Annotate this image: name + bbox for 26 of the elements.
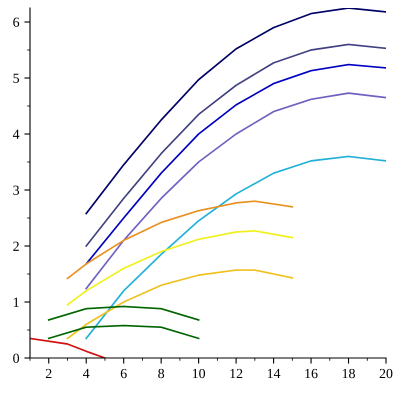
x-tick-label: 4: [83, 368, 90, 378]
line-series: [66, 269, 294, 340]
y-tick-label: 1: [14, 298, 19, 307]
line-series: [30, 338, 106, 358]
y-tick-label: 3: [13, 186, 20, 195]
line-series: [85, 156, 386, 340]
line-series: [85, 64, 386, 265]
x-tick-label: 12: [230, 368, 242, 378]
y-tick-label: 2: [13, 242, 19, 251]
x-tick-label: 16: [305, 368, 318, 378]
x-tick-label: 20: [380, 368, 392, 378]
x-tick-label: 2: [46, 368, 52, 378]
line-series: [85, 44, 386, 247]
x-tick-label: 8: [158, 368, 164, 378]
y-tick-label: 5: [13, 74, 20, 83]
y-tick-label: 0: [13, 354, 20, 363]
line-series: [85, 92, 386, 290]
y-tick-label: 6: [13, 18, 20, 27]
x-tick-label: 6: [120, 368, 127, 378]
x-tick-label: 14: [268, 368, 280, 378]
line-series: [66, 230, 294, 306]
x-tick-label: 18: [342, 368, 355, 378]
line-series: [66, 200, 294, 280]
y-tick-label: 4: [12, 130, 20, 139]
x-tick-label: 10: [192, 368, 206, 378]
line-series: [85, 8, 386, 214]
